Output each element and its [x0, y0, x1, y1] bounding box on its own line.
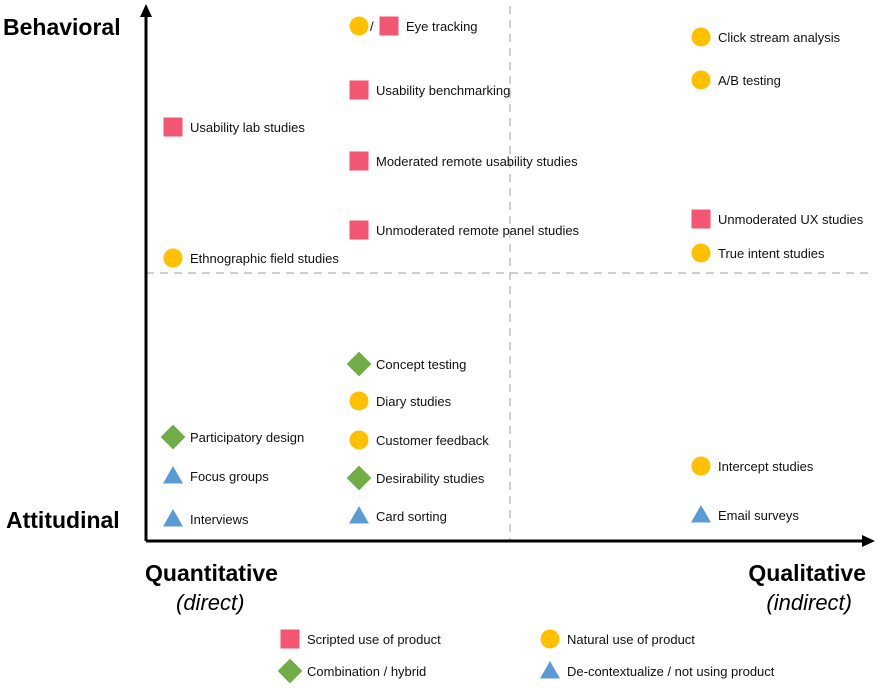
method-concept-testing: Concept testing: [346, 351, 466, 377]
legend-item-natural: Natural use of product: [540, 629, 695, 649]
legend-label: Combination / hybrid: [307, 664, 426, 679]
eye-tracking-separator: /: [370, 19, 374, 34]
legend-label: Natural use of product: [567, 632, 695, 647]
x-axis-right-sublabel: (indirect): [766, 590, 852, 615]
triangle-marker: [349, 506, 369, 524]
method-intercept-studies: Intercept studies: [691, 456, 814, 476]
method-card-sorting: Card sorting: [349, 506, 447, 524]
method-label: Customer feedback: [376, 433, 489, 448]
x-axis-arrowhead: [862, 535, 875, 547]
method-email-surveys: Email surveys: [691, 505, 799, 523]
method-label: Moderated remote usability studies: [376, 154, 578, 169]
methods-layer: Eye tracking Usability benchmarking Usabil…: [160, 16, 864, 527]
triangle-marker: [691, 505, 711, 523]
method-click-stream-analysis: Click stream analysis: [691, 27, 841, 47]
square-marker: [349, 80, 369, 100]
method-label: Usability lab studies: [190, 120, 305, 135]
method-ethnographic-field-studies: Ethnographic field studies: [163, 248, 339, 268]
legend-item-decontext: De-contextualize / not using product: [540, 661, 775, 679]
method-label: A/B testing: [718, 73, 781, 88]
method-label: Intercept studies: [718, 459, 814, 474]
diamond-marker: [346, 465, 372, 491]
method-desirability-studies: Desirability studies: [346, 465, 485, 491]
circle-marker: [349, 430, 369, 450]
legend-label: Scripted use of product: [307, 632, 441, 647]
y-axis-top-label: Behavioral: [3, 14, 121, 40]
method-focus-groups: Focus groups: [163, 466, 269, 484]
square-marker: [379, 16, 399, 36]
method-customer-feedback: Customer feedback: [349, 430, 489, 450]
eye-tracking-natural-marker: [349, 16, 369, 36]
method-label: Concept testing: [376, 357, 466, 372]
method-label: True intent studies: [718, 246, 825, 261]
method-label: Unmoderated remote panel studies: [376, 223, 580, 238]
method-label: Card sorting: [376, 509, 447, 524]
circle-marker: [691, 456, 711, 476]
method-label: Ethnographic field studies: [190, 251, 339, 266]
method-a-b-testing: A/B testing: [691, 70, 781, 90]
diamond-marker: [346, 351, 372, 377]
triangle-marker: [540, 661, 560, 679]
x-axis-right-label: Qualitative: [748, 560, 866, 586]
method-label: Diary studies: [376, 394, 452, 409]
square-marker: [163, 117, 183, 137]
method-interviews: Interviews: [163, 509, 249, 527]
method-label: Participatory design: [190, 430, 304, 445]
diamond-marker: [160, 424, 186, 450]
circle-marker: [691, 70, 711, 90]
x-axis-left-sublabel: (direct): [176, 590, 244, 615]
method-label: Click stream analysis: [718, 30, 841, 45]
method-diary-studies: Diary studies: [349, 391, 452, 411]
square-marker: [691, 209, 711, 229]
method-label: Unmoderated UX studies: [718, 212, 864, 227]
method-usability-lab-studies: Usability lab studies: [163, 117, 305, 137]
circle-marker: [540, 629, 560, 649]
triangle-marker: [163, 509, 183, 527]
x-axis-left-label: Quantitative: [145, 560, 278, 586]
circle-marker: [691, 243, 711, 263]
method-label: Desirability studies: [376, 471, 485, 486]
triangle-marker: [163, 466, 183, 484]
method-unmoderated-ux-studies: Unmoderated UX studies: [691, 209, 864, 229]
y-axis-arrowhead: [140, 4, 152, 17]
circle-marker: [691, 27, 711, 47]
method-participatory-design: Participatory design: [160, 424, 304, 450]
method-label: Focus groups: [190, 469, 269, 484]
legend-label: De-contextualize / not using product: [567, 664, 775, 679]
diamond-marker: [277, 658, 303, 684]
square-marker: [349, 220, 369, 240]
method-true-intent-studies: True intent studies: [691, 243, 825, 263]
method-label: Usability benchmarking: [376, 83, 510, 98]
method-usability-benchmarking: Usability benchmarking: [349, 80, 510, 100]
method-moderated-remote-usability-studies: Moderated remote usability studies: [349, 151, 578, 171]
method-label: Interviews: [190, 512, 249, 527]
legend: Scripted use of product Natural use of pr…: [277, 629, 775, 684]
legend-item-scripted: Scripted use of product: [280, 629, 441, 649]
legend-item-hybrid: Combination / hybrid: [277, 658, 426, 684]
square-marker: [280, 629, 300, 649]
method-label: Email surveys: [718, 508, 799, 523]
circle-marker: [349, 391, 369, 411]
method-unmoderated-remote-panel-studies: Unmoderated remote panel studies: [349, 220, 580, 240]
method-label: Eye tracking: [406, 19, 478, 34]
circle-marker: [163, 248, 183, 268]
square-marker: [349, 151, 369, 171]
y-axis-bottom-label: Attitudinal: [6, 507, 120, 533]
method-eye-tracking: Eye tracking: [379, 16, 478, 36]
